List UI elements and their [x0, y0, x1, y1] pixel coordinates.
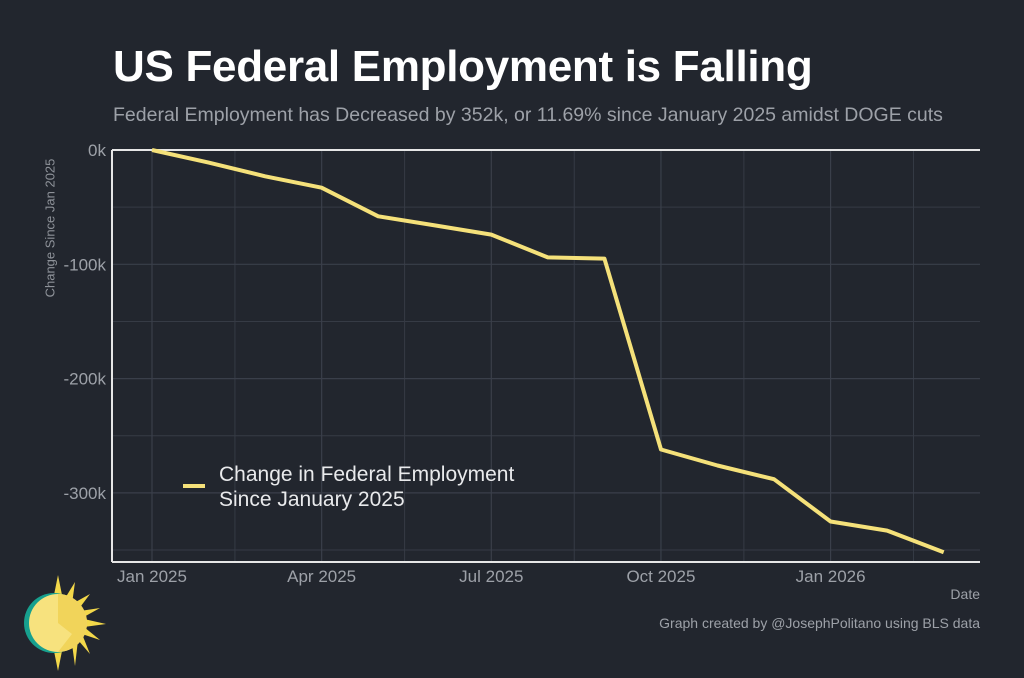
x-axis-label: Date: [950, 586, 980, 602]
y-tick-label: 0k: [88, 141, 106, 160]
x-tick-label: Apr 2025: [287, 567, 356, 586]
legend: Change in Federal Employment Since Janua…: [183, 463, 514, 511]
chart-subtitle: Federal Employment has Decreased by 352k…: [113, 104, 943, 126]
tick-labels: 0k -100k -200k -300k Jan 2025 Apr 2025 Jul 202…: [63, 141, 865, 586]
axes: [111, 149, 980, 563]
x-tick-label: Oct 2025: [626, 567, 695, 586]
y-tick-label: -300k: [63, 484, 106, 503]
x-tick-label: Jan 2026: [796, 567, 866, 586]
series-group: [151, 148, 945, 555]
x-tick-label: Jan 2025: [117, 567, 187, 586]
y-tick-label: -100k: [63, 255, 106, 274]
legend-label-line-1: Change in Federal Employment: [219, 463, 514, 486]
x-tick-label: Jul 2025: [459, 567, 523, 586]
source-caption: Graph created by @JosephPolitano using B…: [659, 615, 980, 631]
chart-title: US Federal Employment is Falling: [113, 42, 813, 91]
legend-label-line-2: Since January 2025: [219, 488, 405, 511]
y-tick-label: -200k: [63, 370, 106, 389]
sun-logo-icon: [24, 575, 106, 671]
